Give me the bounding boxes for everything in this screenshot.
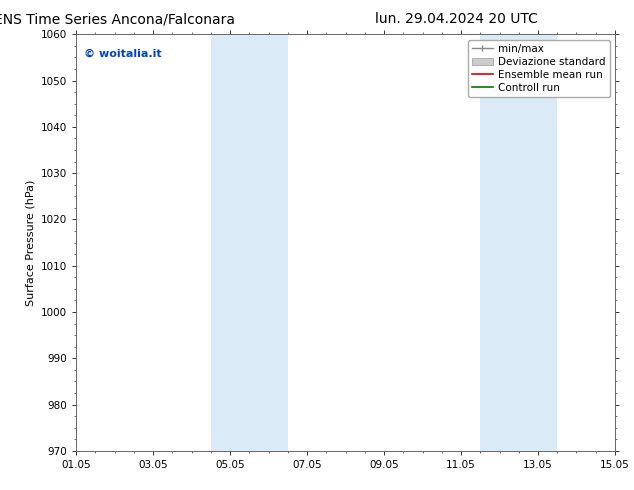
Y-axis label: Surface Pressure (hPa): Surface Pressure (hPa) [25, 179, 36, 306]
Bar [210, 34, 288, 451]
Text: lun. 29.04.2024 20 UTC: lun. 29.04.2024 20 UTC [375, 12, 538, 26]
Legend: min/max, Deviazione standard, Ensemble mean run, Controll run: min/max, Deviazione standard, Ensemble m… [468, 40, 610, 97]
Bar [480, 34, 557, 451]
Text: ENS Time Series Ancona/Falconara: ENS Time Series Ancona/Falconara [0, 12, 235, 26]
Text: © woitalia.it: © woitalia.it [84, 49, 162, 59]
